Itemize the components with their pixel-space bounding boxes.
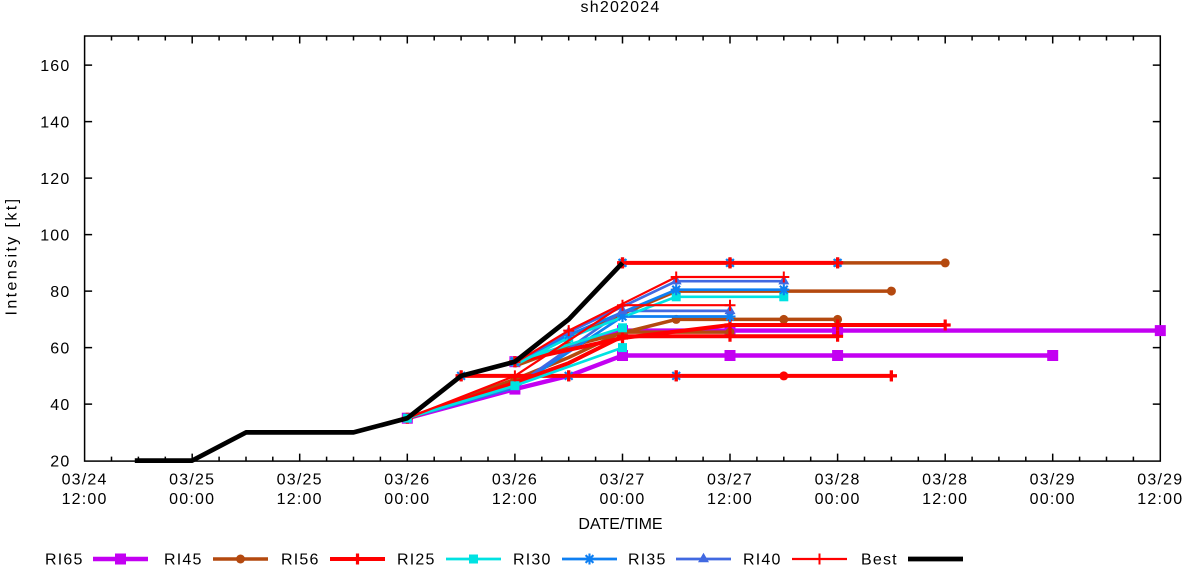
svg-text:Best: Best bbox=[861, 551, 898, 567]
svg-text:RI45: RI45 bbox=[164, 551, 203, 567]
svg-text:12:00: 12:00 bbox=[1137, 491, 1183, 508]
svg-text:03/26: 03/26 bbox=[384, 472, 430, 489]
svg-text:160: 160 bbox=[40, 58, 70, 75]
svg-text:12:00: 12:00 bbox=[922, 491, 968, 508]
svg-text:12:00: 12:00 bbox=[707, 491, 753, 508]
svg-text:03/29: 03/29 bbox=[1030, 472, 1076, 489]
svg-text:03/27: 03/27 bbox=[599, 472, 645, 489]
svg-text:80: 80 bbox=[50, 284, 70, 301]
svg-text:00:00: 00:00 bbox=[169, 491, 215, 508]
svg-text:100: 100 bbox=[40, 227, 70, 244]
svg-text:03/26: 03/26 bbox=[492, 472, 538, 489]
svg-text:Intensity [kt]: Intensity [kt] bbox=[4, 197, 21, 316]
svg-text:RI30: RI30 bbox=[513, 551, 552, 567]
svg-text:00:00: 00:00 bbox=[599, 491, 645, 508]
svg-text:03/29: 03/29 bbox=[1137, 472, 1183, 489]
svg-text:03/28: 03/28 bbox=[922, 472, 968, 489]
svg-text:00:00: 00:00 bbox=[1030, 491, 1076, 508]
svg-text:120: 120 bbox=[40, 171, 70, 188]
svg-text:RI25: RI25 bbox=[397, 551, 436, 567]
svg-text:12:00: 12:00 bbox=[492, 491, 538, 508]
svg-text:00:00: 00:00 bbox=[384, 491, 430, 508]
svg-text:DATE/TIME: DATE/TIME bbox=[578, 516, 662, 533]
svg-text:40: 40 bbox=[50, 397, 70, 414]
svg-text:03/25: 03/25 bbox=[277, 472, 323, 489]
svg-text:03/27: 03/27 bbox=[707, 472, 753, 489]
svg-text:RI65: RI65 bbox=[45, 551, 84, 567]
svg-text:140: 140 bbox=[40, 114, 70, 131]
svg-text:RI40: RI40 bbox=[743, 551, 782, 567]
svg-text:20: 20 bbox=[50, 453, 70, 470]
svg-text:12:00: 12:00 bbox=[62, 491, 108, 508]
svg-text:RI35: RI35 bbox=[628, 551, 667, 567]
svg-text:60: 60 bbox=[50, 340, 70, 357]
svg-text:12:00: 12:00 bbox=[277, 491, 323, 508]
svg-text:sh202024: sh202024 bbox=[581, 0, 661, 16]
svg-text:03/24: 03/24 bbox=[62, 472, 108, 489]
svg-text:03/25: 03/25 bbox=[169, 472, 215, 489]
svg-text:RI56: RI56 bbox=[281, 551, 320, 567]
svg-text:03/28: 03/28 bbox=[815, 472, 861, 489]
svg-text:00:00: 00:00 bbox=[815, 491, 861, 508]
